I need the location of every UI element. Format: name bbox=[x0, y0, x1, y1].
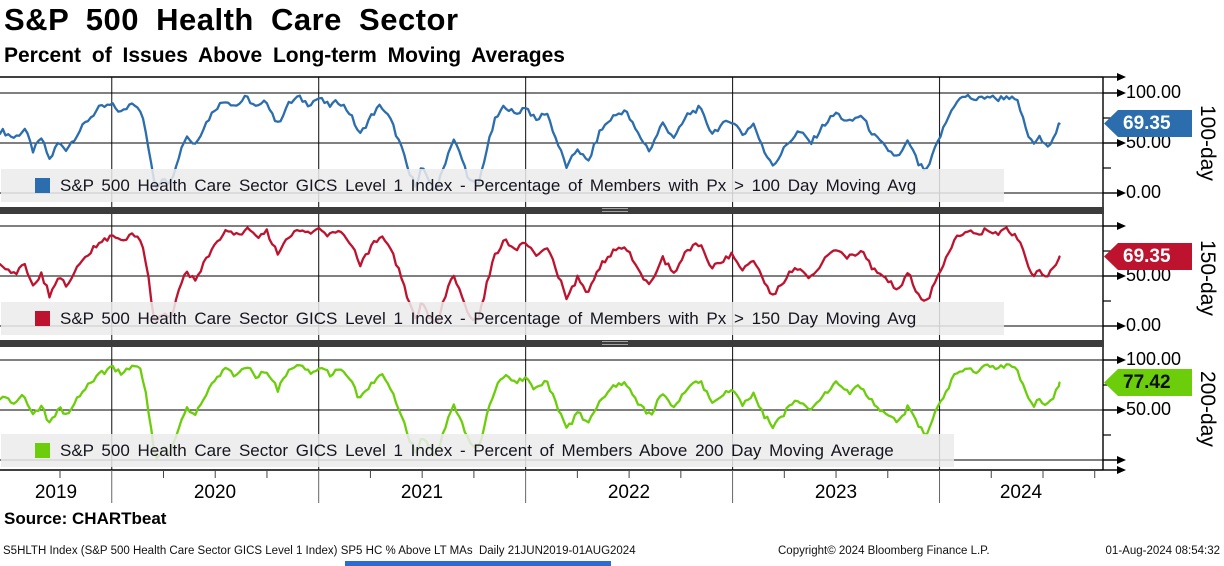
panel-divider[interactable] bbox=[0, 207, 1104, 214]
last-value-tag-100day: 69.35 bbox=[1104, 110, 1192, 137]
panel-axis-label-200day: 200-day bbox=[1196, 371, 1219, 447]
bottom-highlight-bar bbox=[345, 561, 611, 566]
footer-timestamp: 01-Aug-2024 08:54:32 bbox=[1105, 545, 1220, 557]
y-tick-label: 100.00 bbox=[1126, 82, 1182, 102]
x-year-label: 2020 bbox=[193, 482, 237, 503]
data-line-100-day bbox=[0, 93, 1061, 190]
panel-axis-label-100day: 100-day bbox=[1196, 105, 1219, 181]
legend-panel-100day: S&P 500 Health Care Sector GICS Level 1 … bbox=[1, 169, 1004, 202]
panel-axis-label-150day: 150-day bbox=[1196, 239, 1219, 316]
source-line: Source: CHARTbeat bbox=[4, 509, 167, 528]
y-tick-label: 0.00 bbox=[1126, 315, 1162, 335]
divider-grip-icon bbox=[602, 341, 628, 345]
x-year-label: 2021 bbox=[400, 482, 444, 503]
footer-copyright: Copyright© 2024 Bloomberg Finance L.P. bbox=[778, 545, 990, 557]
data-line-150-day bbox=[0, 226, 1061, 324]
y-tick-label: 50.00 bbox=[1126, 399, 1172, 419]
legend-swatch-icon bbox=[35, 443, 50, 458]
divider-grip-icon bbox=[602, 208, 628, 212]
x-year-label: 2023 bbox=[814, 482, 858, 503]
page-subtitle: Percent of Issues Above Long-term Moving… bbox=[4, 44, 565, 67]
y-tick-label: 50.00 bbox=[1126, 265, 1172, 285]
legend-swatch-icon bbox=[35, 311, 50, 326]
last-value-tag-150day: 69.35 bbox=[1104, 243, 1192, 270]
last-value-tag-200day: 77.42 bbox=[1104, 369, 1192, 396]
legend-label: S&P 500 Health Care Sector GICS Level 1 … bbox=[60, 308, 917, 328]
legend-swatch-icon bbox=[35, 178, 50, 193]
panel-divider[interactable] bbox=[0, 340, 1104, 347]
legend-label: S&P 500 Health Care Sector GICS Level 1 … bbox=[60, 440, 894, 460]
legend-panel-150day: S&P 500 Health Care Sector GICS Level 1 … bbox=[1, 302, 1004, 335]
data-line-200-day bbox=[0, 363, 1061, 460]
x-year-label: 2024 bbox=[999, 482, 1043, 503]
page-title: S&P 500 Health Care Sector bbox=[4, 2, 459, 37]
footer-ticker-info: S5HLTH Index (S&P 500 Health Care Sector… bbox=[3, 545, 636, 557]
y-tick-label: 100.00 bbox=[1126, 349, 1182, 369]
y-tick-label: 50.00 bbox=[1126, 132, 1172, 152]
legend-panel-200day: S&P 500 Health Care Sector GICS Level 1 … bbox=[1, 434, 954, 467]
x-year-label: 2022 bbox=[607, 482, 651, 503]
legend-label: S&P 500 Health Care Sector GICS Level 1 … bbox=[60, 175, 917, 195]
footer-bar: S5HLTH Index (S&P 500 Health Care Sector… bbox=[0, 545, 1224, 561]
x-year-label: 2019 bbox=[34, 482, 78, 503]
y-tick-label: 0.00 bbox=[1126, 182, 1162, 202]
